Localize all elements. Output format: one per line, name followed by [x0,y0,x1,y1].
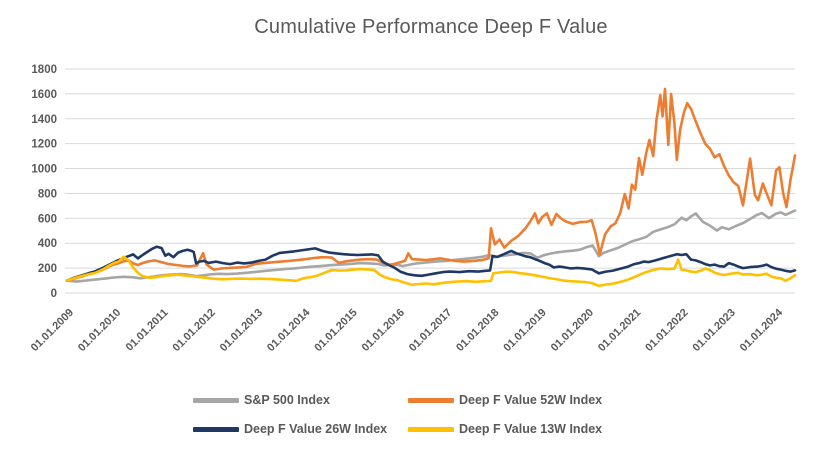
y-tick-label: 800 [38,188,57,200]
y-tick-label: 1400 [31,114,57,126]
series-line-deep-f-value-26w-index [65,245,797,282]
y-tick-label: 400 [38,238,57,250]
y-tick-label: 200 [38,263,57,275]
x-tick-label: 01.01.2013 [218,307,265,354]
x-tick-label: 01.01.2016 [360,307,407,354]
legend-item-52w: Deep F Value 52W Index [408,393,602,407]
legend-item-sp500: S&P 500 Index [193,393,408,407]
x-tick-label: 01.01.2014 [265,306,313,354]
x-tick-label: 01.01.2010 [76,307,123,354]
legend-label-26w: Deep F Value 26W Index [244,422,388,436]
legend-swatch-sp500 [193,397,239,403]
chart-title: Cumulative Performance Deep F Value [254,16,608,38]
legend-item-13w: Deep F Value 13W Index [408,422,602,436]
x-tick-label: 01.01.2019 [501,307,548,354]
y-tick-label: 1200 [31,139,57,151]
x-tick-label: 01.01.2023 [691,307,738,354]
legend-label-sp500: S&P 500 Index [244,393,330,407]
x-tick-label: 01.01.2012 [171,307,218,354]
y-tick-label: 600 [38,213,57,225]
x-tick-label: 01.01.2011 [124,307,171,354]
legend: S&P 500 Index Deep F Value 52W Index Dee… [193,393,602,436]
series-line-s-p-500-index [65,209,797,283]
x-tick-label: 01.01.2021 [596,307,643,354]
x-tick-label: 01.01.2022 [643,307,690,354]
x-tick-label: 01.01.2020 [549,307,596,354]
legend-label-52w: Deep F Value 52W Index [459,393,603,407]
series-line-deep-f-value-52w-index [65,87,797,282]
x-tick-label: 01.01.2024 [738,306,786,354]
y-tick-label: 1800 [31,64,57,76]
plot-area: 0 200 400 600 800 1000 1200 1400 1600 1800 01.01.2… [29,64,797,354]
legend-swatch-52w [408,397,454,403]
legend-swatch-13w [408,426,454,432]
legend-swatch-26w [193,426,239,432]
y-tick-label: 1000 [31,164,57,176]
y-tick-label: 1600 [31,89,57,101]
legend-item-26w: Deep F Value 26W Index [193,422,408,436]
legend-label-13w: Deep F Value 13W Index [459,422,603,436]
y-tick-label: 0 [51,288,57,300]
x-tick-label: 01.01.2017 [407,307,454,354]
x-tick-label: 01.01.2018 [454,307,501,354]
x-tick-label: 01.01.2009 [29,307,76,354]
series-line-deep-f-value-13w-index [65,255,797,288]
x-tick-label: 01.01.2015 [312,307,359,354]
